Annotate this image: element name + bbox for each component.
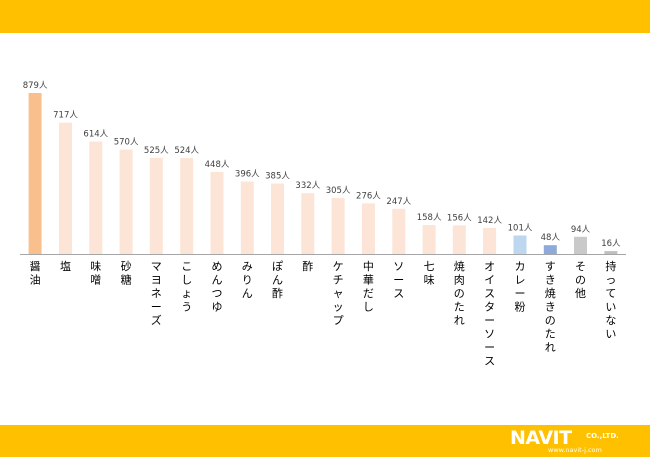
bar-7: [210, 171, 224, 254]
bar-16: [483, 228, 497, 254]
category-label-1: 醤油: [30, 259, 41, 287]
bar-17: [513, 235, 527, 254]
category-label-12: 中華だし: [363, 260, 374, 314]
data-label-4: 570人: [114, 138, 139, 148]
bar-13: [392, 208, 406, 254]
data-label-5: 525人: [144, 146, 169, 156]
navit-logo: NAVIT CO.,LTD. www.navit-j.com: [510, 425, 640, 457]
data-label-18: 48人: [541, 233, 561, 243]
category-label-5: マヨネーズ: [151, 260, 162, 327]
data-label-12: 276人: [356, 191, 381, 201]
data-label-11: 305人: [326, 186, 351, 196]
category-label-8: みりん: [242, 260, 253, 300]
bottom-banner: [0, 425, 650, 457]
category-label-7: めんつゆ: [212, 260, 223, 314]
data-label-13: 247人: [386, 197, 411, 207]
category-label-4: 砂糖: [121, 260, 132, 287]
bar-4: [119, 149, 133, 254]
logo-url: www.navit-j.com: [548, 446, 602, 454]
bar-6: [180, 158, 194, 254]
category-label-9: ぽん酢: [272, 260, 283, 300]
data-label-20: 16人: [601, 239, 621, 249]
data-label-2: 717人: [53, 111, 78, 121]
data-label-7: 448人: [205, 160, 230, 170]
data-label-9: 385人: [265, 172, 290, 182]
bar-18: [543, 245, 557, 254]
category-label-14: 七味: [424, 260, 435, 287]
data-label-15: 156人: [447, 213, 472, 223]
bar-20: [604, 251, 618, 254]
data-label-6: 524人: [174, 146, 199, 156]
bar-9: [271, 183, 284, 254]
bar-5: [149, 157, 163, 254]
bar-1: [28, 93, 42, 254]
data-label-1: 879人: [23, 81, 48, 91]
bar-2: [59, 122, 72, 254]
category-label-3: 味噌: [90, 260, 101, 287]
bar-8: [240, 181, 254, 254]
data-label-3: 614人: [83, 130, 108, 140]
category-label-17: カレー粉: [515, 260, 526, 314]
category-label-13: ソース: [393, 260, 404, 300]
category-label-11: ケチャップ: [333, 260, 344, 327]
bar-11: [331, 198, 345, 254]
data-label-19: 94人: [571, 225, 591, 235]
category-label-10: 酢: [302, 259, 313, 273]
data-label-16: 142人: [477, 216, 502, 226]
category-label-15: 焼肉のたれ: [454, 260, 465, 327]
bar-3: [89, 141, 103, 254]
bar-15: [452, 225, 466, 254]
top-banner: [0, 0, 650, 33]
data-label-10: 332人: [295, 181, 320, 191]
category-label-18: すき焼きのたれ: [545, 260, 556, 354]
category-label-16: オイスターソース: [484, 260, 495, 368]
category-label-20: 持っていない: [605, 259, 616, 341]
bar-14: [422, 225, 436, 254]
category-label-2: 塩: [60, 259, 71, 273]
data-label-14: 158人: [417, 213, 442, 223]
category-label-6: こしょう: [181, 260, 192, 314]
logo-wordmark: NAVIT: [510, 427, 572, 449]
data-label-17: 101人: [508, 224, 533, 234]
data-label-8: 396人: [235, 170, 260, 180]
bar-12: [361, 203, 375, 254]
logo-company-suffix: CO.,LTD.: [586, 432, 619, 440]
bar-10: [301, 193, 315, 254]
category-label-19: その他: [575, 260, 586, 300]
bar-19: [574, 236, 587, 254]
